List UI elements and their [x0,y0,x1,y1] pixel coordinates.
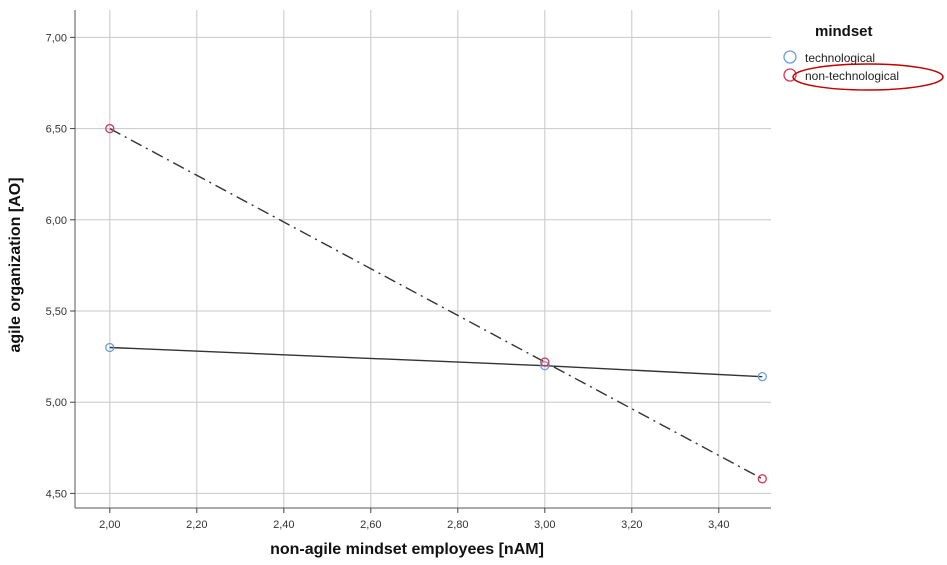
data-point-technological [540,361,550,371]
x-axis-title: non-agile mindset employees [nAM] [270,541,544,558]
series-line-non-technological [109,127,763,480]
legend: mindset technological non-technological [783,23,944,91]
x-tick-label: 2,00 [99,519,120,531]
y-axis-ticks: 4,50 5,00 5,50 6,00 6,50 7,00 [46,32,75,500]
data-point-non-technological [757,474,767,484]
legend-label-non-technological: non-technological [805,69,899,83]
y-tick-label: 5,00 [46,397,67,409]
y-tick-label: 4,50 [46,488,67,500]
y-axis-title: agile organization [AO] [7,177,24,352]
data-point-technological [105,342,115,353]
legend-label-technological: technological [805,51,875,65]
x-tick-label: 3,00 [534,519,555,531]
x-tick-label: 3,40 [708,519,729,531]
legend-marker-non-technological [783,68,797,82]
data-point-non-technological [105,123,115,134]
data-point-non-technological [540,357,550,367]
x-tick-label: 2,60 [360,519,381,531]
x-tick-label: 3,20 [621,519,642,531]
y-tick-label: 6,00 [46,215,67,227]
legend-title: mindset [815,23,873,40]
series-points [105,123,767,484]
y-tick-label: 5,50 [46,306,67,318]
x-tick-label: 2,80 [447,519,468,531]
legend-highlight-ellipse [792,63,944,91]
data-point-technological [757,372,767,382]
y-tick-label: 7,00 [46,32,67,44]
x-axis-ticks: 2,00 2,20 2,40 2,60 2,80 3,00 3,20 3,40 [99,508,730,531]
y-tick-label: 6,50 [46,124,67,136]
grid [74,10,771,509]
legend-marker-technological [783,50,797,64]
x-tick-label: 2,20 [186,519,207,531]
x-tick-label: 2,40 [273,519,294,531]
